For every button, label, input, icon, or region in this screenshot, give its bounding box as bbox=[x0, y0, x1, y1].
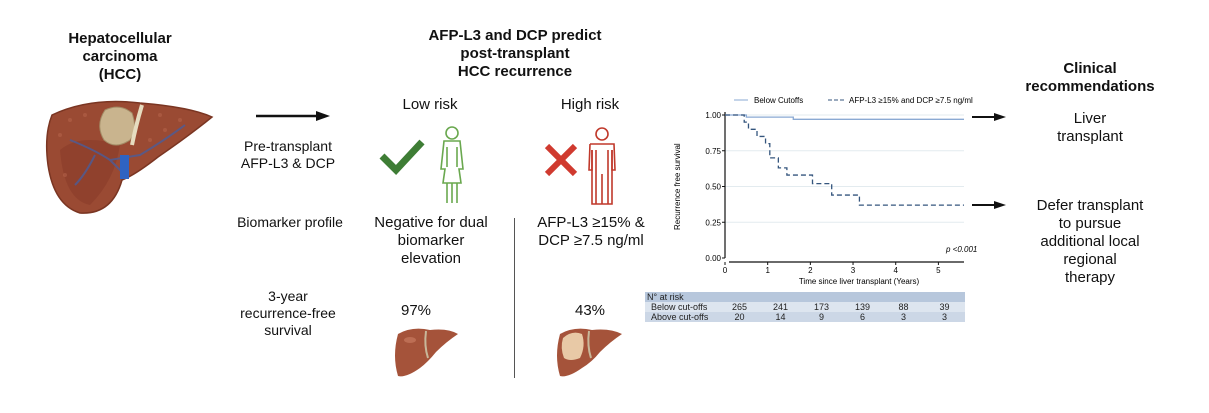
risk-cell: 3 bbox=[924, 312, 965, 322]
cross-icon bbox=[544, 143, 578, 177]
risk-cell: 88 bbox=[883, 302, 924, 312]
risk-table-title: N° at risk bbox=[645, 292, 965, 302]
column-divider bbox=[514, 218, 515, 378]
low-risk-label: Low risk bbox=[402, 96, 458, 113]
hcc-liver-illustration bbox=[45, 100, 214, 214]
survival-label-line: 3-year bbox=[268, 288, 308, 304]
biomarker-profile-label: Biomarker profile bbox=[237, 214, 343, 230]
series-line-above-cutoffs bbox=[725, 114, 964, 206]
survival-label-line: survival bbox=[264, 322, 312, 338]
y-tick-label: 0.50 bbox=[705, 183, 721, 192]
risk-cell: 14 bbox=[760, 312, 801, 322]
survival-label-line: recurrence-free bbox=[240, 305, 336, 321]
x-tick-label: 0 bbox=[723, 266, 728, 275]
tumor-liver-icon bbox=[557, 328, 622, 377]
x-axis-label: Time since liver transplant (Years) bbox=[799, 277, 920, 286]
low-risk-profile-line: Negative for dual bbox=[374, 214, 488, 231]
male-figure-icon bbox=[588, 127, 616, 205]
risk-cell: 173 bbox=[801, 302, 842, 312]
low-risk-profile-line: elevation bbox=[400, 250, 462, 267]
middle-title-line: AFP-L3 and DCP predict bbox=[428, 27, 602, 44]
y-tick-label: 0.25 bbox=[705, 218, 721, 227]
recommendation-line: additional local bbox=[1040, 233, 1140, 250]
risk-table-row: Above cut-offs 20 14 9 6 3 3 bbox=[645, 312, 965, 322]
legend-label-below: Below Cutoffs bbox=[754, 96, 803, 105]
risk-table-row: Below cut-offs 265 241 173 139 88 39 bbox=[645, 302, 965, 312]
pretransplant-label: Pre-transplant AFP-L3 & DCP bbox=[228, 138, 348, 172]
low-risk-survival: 97% bbox=[400, 302, 432, 319]
high-risk-profile: AFP-L3 ≥15% & DCP ≥7.5 ng/ml bbox=[521, 214, 661, 250]
x-tick-label: 1 bbox=[765, 266, 770, 275]
chart-series bbox=[725, 114, 964, 206]
p-value-annotation: p <0.001 bbox=[945, 245, 977, 254]
risk-cell: 265 bbox=[719, 302, 760, 312]
risk-cell: 39 bbox=[924, 302, 965, 312]
middle-title-line: post-transplant bbox=[460, 45, 570, 62]
y-tick-label: 0.00 bbox=[705, 254, 721, 263]
risk-row-label: Above cut-offs bbox=[645, 312, 719, 322]
pretransplant-line: AFP-L3 & DCP bbox=[240, 155, 336, 171]
risk-cell: 3 bbox=[883, 312, 924, 322]
x-tick-labels: 0 1 2 3 4 5 bbox=[723, 266, 941, 275]
healthy-liver-icon bbox=[395, 328, 458, 377]
arrow-right-icon bbox=[256, 111, 330, 121]
x-tick-label: 4 bbox=[893, 266, 898, 275]
kaplan-meier-chart: Below Cutoffs AFP-L3 ≥15% and DCP ≥7.5 n… bbox=[673, 96, 977, 286]
low-risk-profile-line: biomarker bbox=[397, 232, 465, 249]
risk-cell: 139 bbox=[842, 302, 883, 312]
survival-label: 3-year recurrence-free survival bbox=[228, 288, 348, 339]
recommendation-transplant: Liver transplant bbox=[1020, 110, 1160, 146]
high-risk-label: High risk bbox=[560, 96, 620, 113]
recommendation-line: therapy bbox=[1064, 269, 1116, 286]
female-figure-icon bbox=[440, 126, 464, 203]
arrow-to-defer-icon bbox=[972, 201, 1006, 209]
risk-row-label: Below cut-offs bbox=[645, 302, 719, 312]
high-risk-survival: 43% bbox=[574, 302, 606, 319]
arrow-to-transplant-icon bbox=[972, 113, 1006, 121]
risk-cell: 6 bbox=[842, 312, 883, 322]
recommendations-title-line: Clinical bbox=[1063, 60, 1117, 77]
number-at-risk-table: N° at risk Below cut-offs 265 241 173 13… bbox=[645, 292, 965, 322]
series-line-below-cutoffs bbox=[725, 114, 964, 120]
chart-legend: Below Cutoffs AFP-L3 ≥15% and DCP ≥7.5 n… bbox=[734, 96, 973, 105]
high-risk-profile-line: DCP ≥7.5 ng/ml bbox=[538, 232, 644, 249]
x-tick-label: 5 bbox=[936, 266, 941, 275]
y-axis-label: Recurrence free survival bbox=[673, 143, 682, 230]
check-icon bbox=[379, 139, 425, 176]
y-tick-label: 0.75 bbox=[705, 147, 721, 156]
middle-title: AFP-L3 and DCP predict post-transplant H… bbox=[400, 27, 630, 81]
chart-gridlines bbox=[725, 114, 964, 223]
hcc-title-line: (HCC) bbox=[98, 66, 142, 83]
legend-label-above: AFP-L3 ≥15% and DCP ≥7.5 ng/ml bbox=[849, 96, 973, 105]
pretransplant-line: Pre-transplant bbox=[244, 138, 332, 154]
middle-title-line: HCC recurrence bbox=[457, 63, 573, 80]
y-tick-labels: 0.00 0.25 0.50 0.75 1.00 bbox=[705, 111, 721, 263]
risk-cell: 9 bbox=[801, 312, 842, 322]
risk-cell: 20 bbox=[719, 312, 760, 322]
recommendation-line: transplant bbox=[1057, 128, 1123, 145]
chart-axes bbox=[722, 112, 964, 265]
recommendation-line: Defer transplant bbox=[1036, 197, 1144, 214]
x-tick-label: 2 bbox=[808, 266, 813, 275]
recommendation-defer: Defer transplant to pursue additional lo… bbox=[1010, 197, 1170, 287]
hcc-title-line: Hepatocellular bbox=[68, 30, 172, 47]
recommendation-line: Liver bbox=[1073, 110, 1107, 127]
y-tick-label: 1.00 bbox=[705, 111, 721, 120]
recommendation-line: regional bbox=[1063, 251, 1117, 268]
hcc-title-line: carcinoma bbox=[82, 48, 158, 65]
risk-cell: 241 bbox=[760, 302, 801, 312]
high-risk-profile-line: AFP-L3 ≥15% & bbox=[537, 214, 645, 231]
x-tick-label: 3 bbox=[851, 266, 856, 275]
recommendation-line: to pursue bbox=[1058, 215, 1122, 232]
recommendations-title-line: recommendations bbox=[1025, 78, 1155, 95]
low-risk-profile: Negative for dual biomarker elevation bbox=[366, 214, 496, 268]
hcc-title: Hepatocellular carcinoma (HCC) bbox=[45, 30, 195, 84]
recommendations-title: Clinical recommendations bbox=[1010, 60, 1170, 96]
